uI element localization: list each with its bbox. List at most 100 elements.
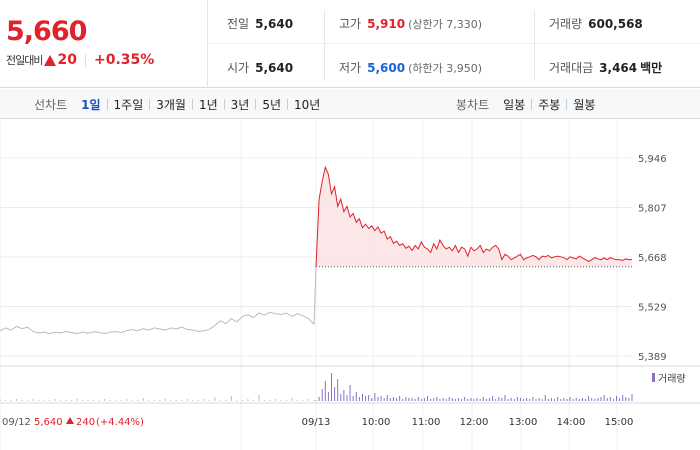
candle-period-tab[interactable]: 주봉: [538, 97, 561, 112]
volume-bar: [458, 398, 460, 401]
volume-bar: [365, 396, 367, 401]
prev-volume-bar: [142, 398, 144, 401]
x-tick-label: 09/13: [302, 417, 331, 428]
prev-volume-bar: [65, 400, 67, 401]
volume-bar: [442, 398, 444, 401]
volume-bar: [427, 396, 429, 401]
volume-legend-label: 거래량: [658, 373, 686, 385]
volume-bar: [569, 397, 571, 401]
volume-bar: [389, 398, 391, 401]
prev-day-change: 240: [76, 417, 95, 428]
prev-day-line: [0, 311, 315, 335]
volume-bar: [349, 385, 351, 401]
volume-bar: [436, 397, 438, 401]
volume-bar: [541, 399, 543, 401]
line-chart-title: 선차트: [34, 97, 68, 112]
volume-bar: [361, 394, 363, 401]
volume-bar: [485, 399, 487, 401]
x-tick-label: 13:00: [509, 417, 538, 428]
volume-bar: [591, 398, 593, 401]
price-box: 5,660 전일대비 20 +0.35%: [0, 0, 208, 88]
volume-bar: [343, 390, 345, 401]
y-tick-label: 5,668: [638, 253, 667, 264]
stat-label: 고가: [339, 17, 362, 31]
stats-col-divider: [324, 10, 325, 80]
volume-bar: [330, 373, 332, 401]
prev-volume-bar: [131, 400, 133, 401]
volume-bar: [423, 398, 425, 401]
volume-bar: [498, 397, 500, 401]
volume-bar: [324, 381, 326, 401]
volume-bar: [488, 398, 490, 401]
stat-value: 5,640: [255, 61, 294, 75]
volume-bar: [402, 399, 404, 401]
prev-volume-bar: [109, 400, 111, 401]
line-period-tab[interactable]: 1주일: [113, 97, 144, 112]
volume-bar: [399, 396, 401, 401]
up-triangle-icon: [44, 54, 57, 66]
prev-volume-bar: [82, 400, 84, 401]
volume-bar: [358, 397, 360, 401]
stats-grid: 전일 5,640 고가 5,910 (상한가 7,330) 거래량 600,568 시가…: [209, 0, 700, 88]
prev-volume-bar: [38, 400, 40, 401]
change-divider: [84, 53, 86, 67]
y-tick-label: 5,529: [638, 303, 667, 314]
prev-volume-bar: [170, 400, 172, 401]
stats-row-divider: [209, 43, 700, 44]
prev-volume-bar: [175, 400, 177, 401]
prev-volume-bar: [153, 400, 155, 401]
line-chart-tabs: 선차트 1일 1주일 3개월 1년 3년 5년 10년: [34, 89, 320, 119]
line-period-tab[interactable]: 10년: [294, 97, 321, 112]
stat-open: 시가 5,640: [227, 59, 293, 76]
volume-bar: [340, 394, 342, 401]
stat-sub: (상한가 7,330): [408, 18, 482, 31]
volume-bar: [585, 399, 587, 401]
line-period-tab[interactable]: 3년: [230, 97, 250, 112]
volume-bar: [532, 397, 534, 401]
volume-bar: [396, 398, 398, 401]
tab-divider: [287, 98, 289, 110]
volume-bar: [606, 398, 608, 401]
line-period-tab[interactable]: 3개월: [156, 97, 186, 112]
tab-divider: [255, 98, 257, 110]
prev-volume-bar: [296, 400, 298, 401]
prev-volume-bar: [32, 399, 34, 401]
volume-bar: [597, 398, 599, 401]
volume-bar: [563, 398, 565, 401]
prev-volume-bar: [181, 400, 183, 401]
prev-volume-bar: [43, 400, 45, 401]
candle-period-tab[interactable]: 월봉: [573, 97, 596, 112]
line-period-tab[interactable]: 1년: [198, 97, 218, 112]
stat-prev-close: 전일 5,640: [227, 15, 293, 32]
stat-value: 5,640: [255, 17, 294, 31]
today-area-fill: [316, 167, 632, 267]
volume-bar: [417, 397, 419, 401]
prev-volume-bar: [236, 400, 238, 401]
stat-unit: 백만: [640, 61, 663, 75]
candle-period-tab[interactable]: 일봉: [503, 97, 526, 112]
volume-bar: [445, 399, 447, 401]
line-period-tab[interactable]: 1일: [81, 97, 101, 112]
prev-volume-bar: [76, 399, 78, 401]
volume-bar: [526, 398, 528, 401]
volume-bar: [411, 398, 413, 401]
intraday-price-chart: 5,946 5,807 5,668 5,529 5,389 거래량 09/12 5,640 24…: [0, 120, 700, 450]
prev-volume-bar: [148, 400, 150, 401]
prev-volume-bar: [164, 399, 166, 401]
volume-bar: [628, 398, 630, 401]
line-period-tab[interactable]: 5년: [262, 97, 282, 112]
tab-divider: [223, 98, 225, 110]
prev-day-rate: (+4.44%): [96, 417, 144, 428]
prev-volume-bar: [247, 399, 249, 401]
prev-volume-bar: [313, 400, 315, 401]
volume-bar: [448, 397, 450, 401]
prev-volume-bar: [16, 399, 18, 401]
volume-bar: [464, 397, 466, 401]
volume-bar: [631, 394, 633, 401]
x-tick-label: 10:00: [362, 417, 391, 428]
candle-chart-tabs: 봉차트 일봉 주봉 월봉: [456, 89, 595, 119]
prev-volume-bar: [93, 400, 95, 401]
volume-bar: [439, 399, 441, 401]
volume-bar: [392, 397, 394, 401]
prev-volume-bar: [87, 400, 89, 401]
